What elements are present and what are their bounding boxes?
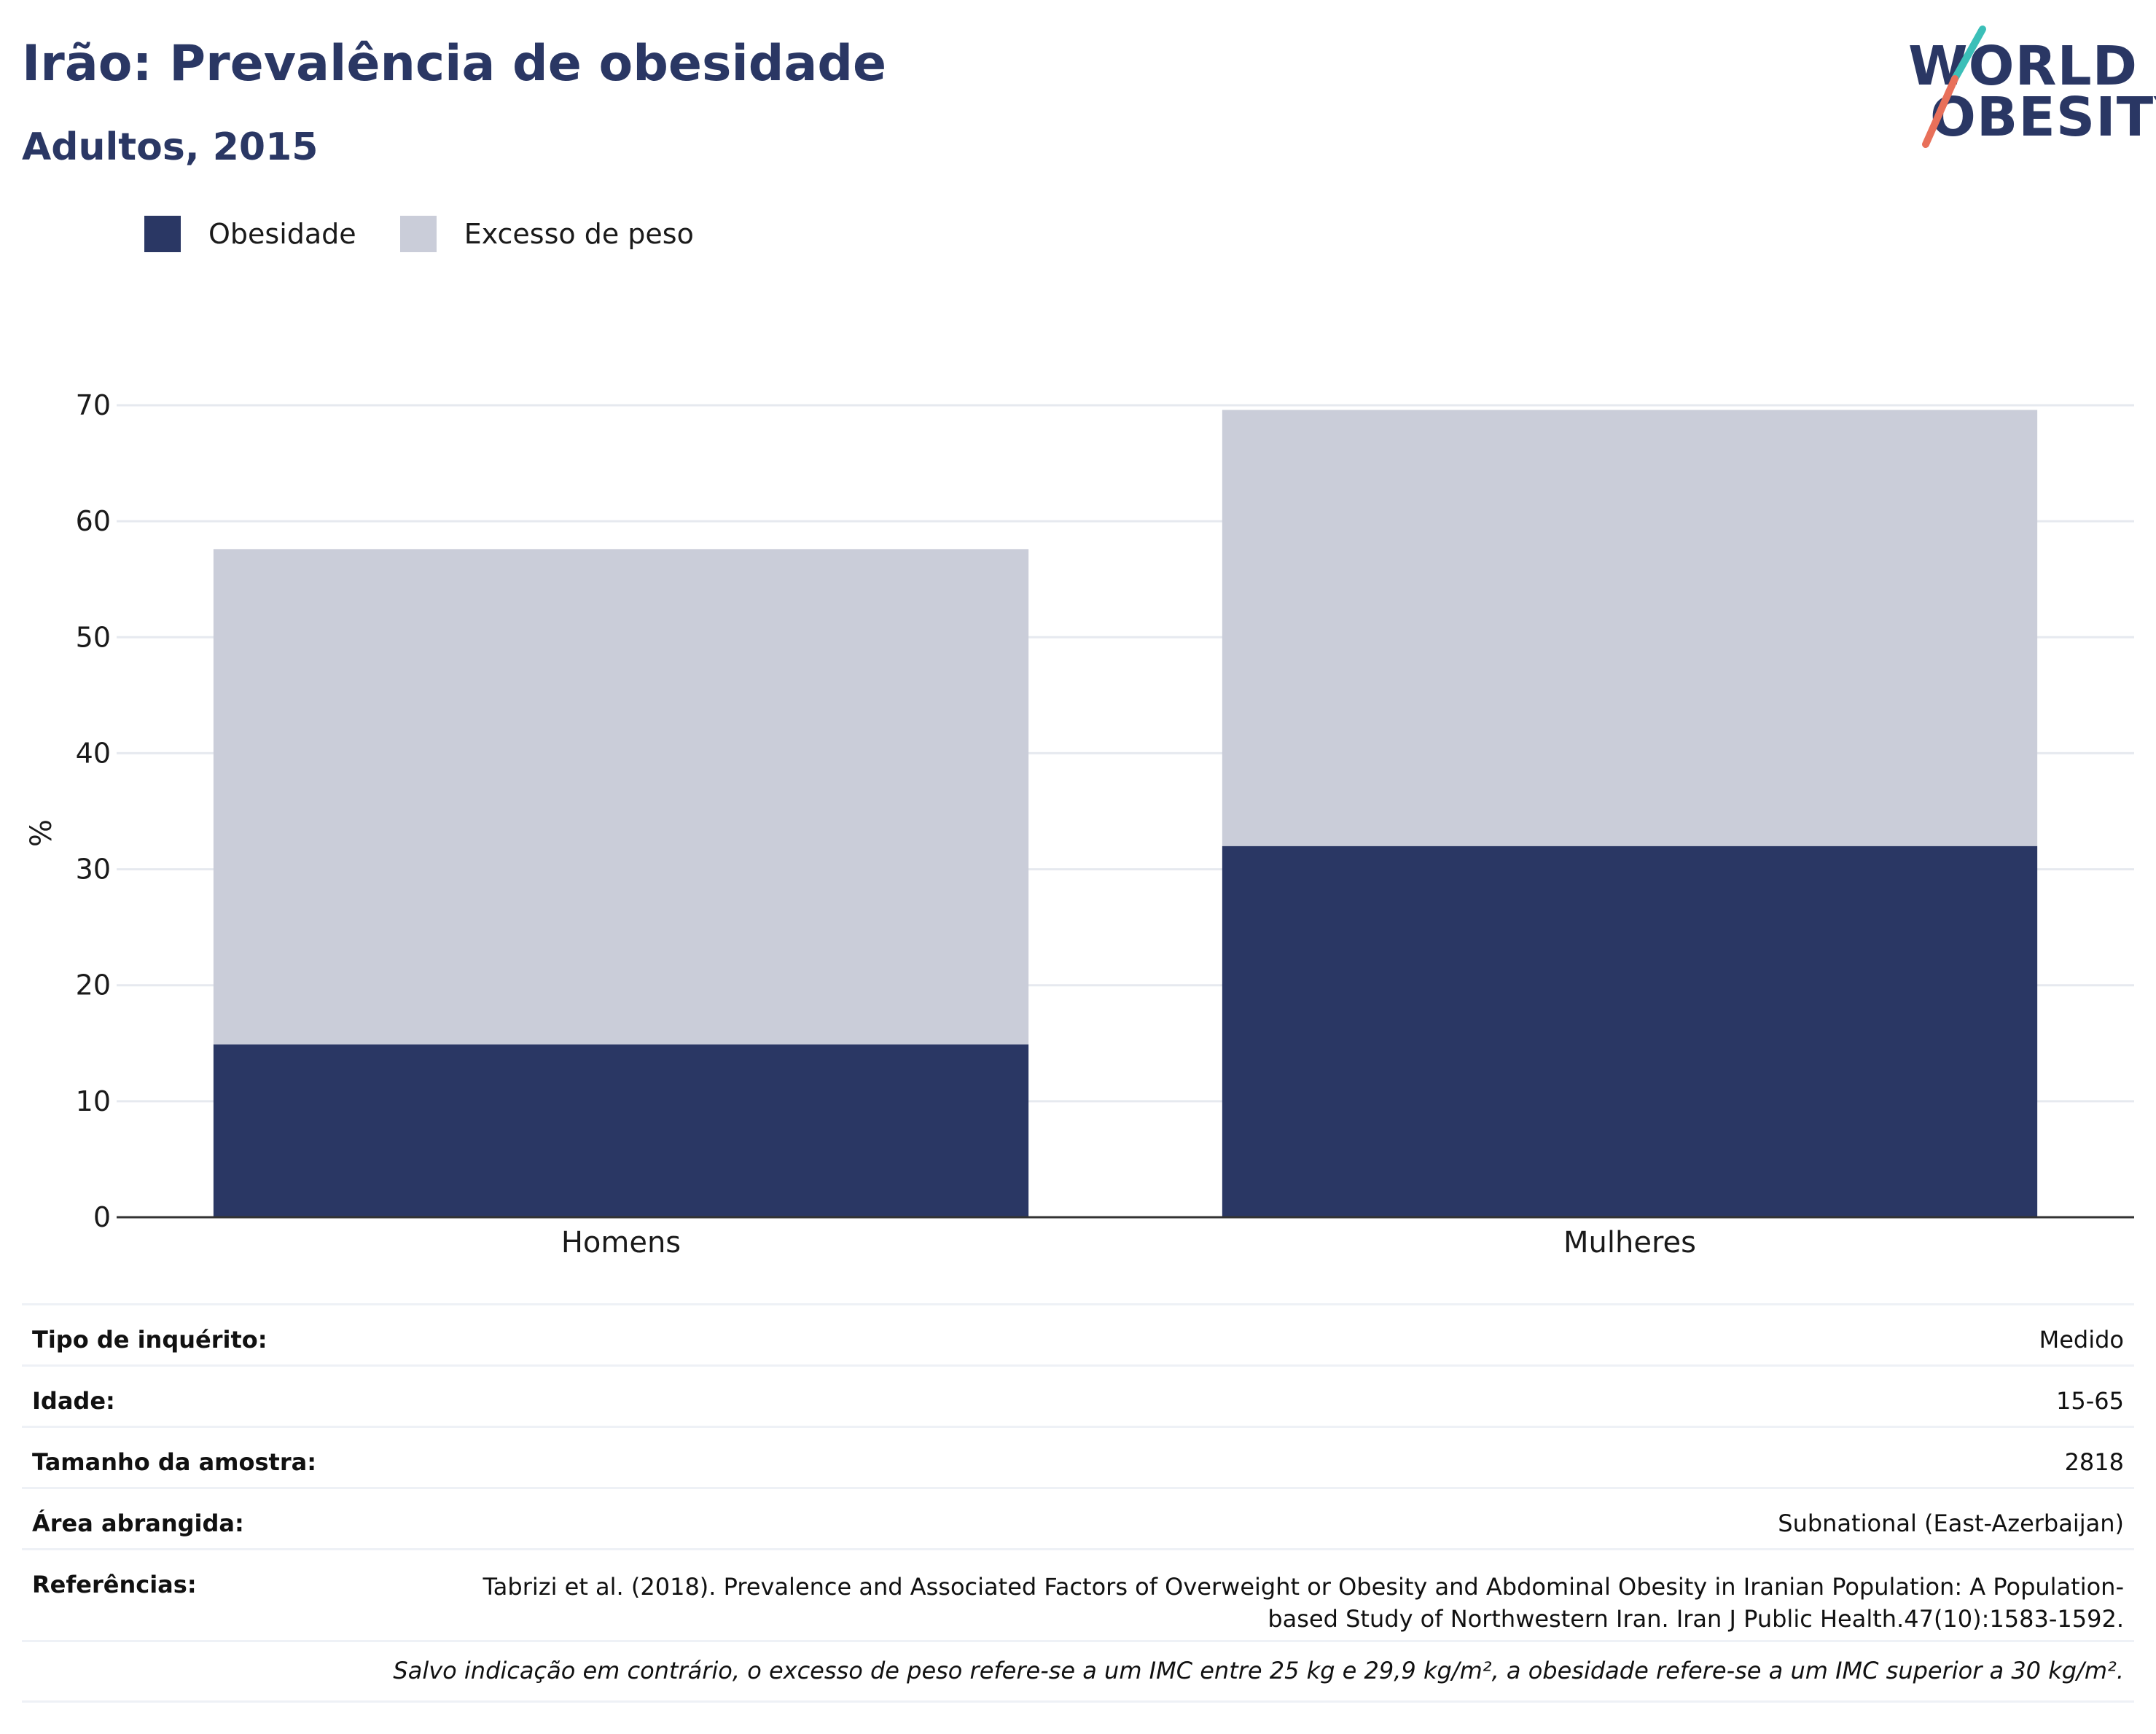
y-tick-label: 30 bbox=[76, 854, 111, 886]
info-value: 15-65 bbox=[2056, 1387, 2124, 1415]
info-row-references: Referências: Tabrizi et al. (2018). Prev… bbox=[22, 1548, 2134, 1640]
y-tick-label: 70 bbox=[76, 389, 111, 421]
y-axis-ticks: 0 10 20 30 40 50 60 70 bbox=[76, 389, 111, 1233]
info-key: Tipo de inquérito: bbox=[32, 1326, 267, 1354]
chart-subtitle: Adultos, 2015 bbox=[22, 125, 319, 169]
y-tick-label: 10 bbox=[76, 1085, 111, 1117]
bar-homens-excesso-de-peso[interactable] bbox=[213, 549, 1029, 1044]
info-row-age: Idade: 15-65 bbox=[22, 1364, 2134, 1426]
legend-label-obesidade: Obesidade bbox=[208, 218, 356, 250]
legend-swatch-obesidade bbox=[144, 216, 181, 252]
legend-item-excesso-de-peso[interactable]: Excesso de peso bbox=[399, 216, 694, 252]
y-axis-label: % bbox=[25, 819, 58, 847]
definition-note: Salvo indicação em contrário, o excesso … bbox=[22, 1640, 2134, 1703]
info-row-sample-size: Tamanho da amostra: 2818 bbox=[22, 1426, 2134, 1487]
chart-legend: Obesidade Excesso de peso bbox=[144, 216, 738, 252]
legend-swatch-excesso-de-peso bbox=[399, 216, 437, 252]
note-text: Salvo indicação em contrário, o excesso … bbox=[393, 1657, 2124, 1684]
bar-mulheres-obesidade[interactable] bbox=[1222, 845, 2038, 1217]
bar-homens-obesidade[interactable] bbox=[213, 1044, 1029, 1217]
x-axis-labels: Homens Mulheres bbox=[561, 1226, 1696, 1260]
info-value: 2818 bbox=[2064, 1448, 2124, 1476]
bars bbox=[213, 410, 2038, 1217]
info-key: Área abrangida: bbox=[32, 1510, 244, 1537]
y-tick-label: 60 bbox=[76, 505, 111, 537]
y-tick-label: 50 bbox=[76, 621, 111, 653]
legend-item-obesidade[interactable]: Obesidade bbox=[144, 216, 356, 252]
bar-mulheres-excesso-de-peso[interactable] bbox=[1222, 410, 2038, 846]
info-key: Tamanho da amostra: bbox=[32, 1448, 316, 1476]
y-tick-label: 20 bbox=[76, 969, 111, 1001]
info-key: Idade: bbox=[32, 1387, 115, 1415]
info-key: Referências: bbox=[32, 1571, 197, 1598]
logo-line-1: WORLD bbox=[1908, 35, 2139, 98]
y-tick-label: 40 bbox=[76, 737, 111, 769]
world-obesity-logo: WORLD OBESITY bbox=[1895, 22, 2156, 160]
info-row-survey-type: Tipo de inquérito: Medido bbox=[22, 1303, 2134, 1364]
survey-info-table: Tipo de inquérito: Medido Idade: 15-65 T… bbox=[22, 1303, 2134, 1703]
y-tick-label: 0 bbox=[93, 1201, 111, 1233]
x-category-label: Homens bbox=[561, 1226, 681, 1260]
info-value: Medido bbox=[2039, 1326, 2124, 1354]
x-category-label: Mulheres bbox=[1563, 1226, 1696, 1260]
logo-slash-icon bbox=[1922, 26, 1986, 148]
chart-title: Irão: Prevalência de obesidade bbox=[22, 35, 887, 93]
legend-label-excesso-de-peso: Excesso de peso bbox=[464, 218, 694, 250]
info-value: Tabrizi et al. (2018). Prevalence and As… bbox=[483, 1573, 2124, 1633]
stacked-bar-chart: 0 10 20 30 40 50 60 70 Homens Mulheres % bbox=[25, 389, 2134, 1260]
logo-line-2: OBESITY bbox=[1930, 86, 2156, 149]
info-value: Subnational (East-Azerbaijan) bbox=[1778, 1510, 2124, 1537]
info-row-area: Área abrangida: Subnational (East-Azerba… bbox=[22, 1487, 2134, 1548]
